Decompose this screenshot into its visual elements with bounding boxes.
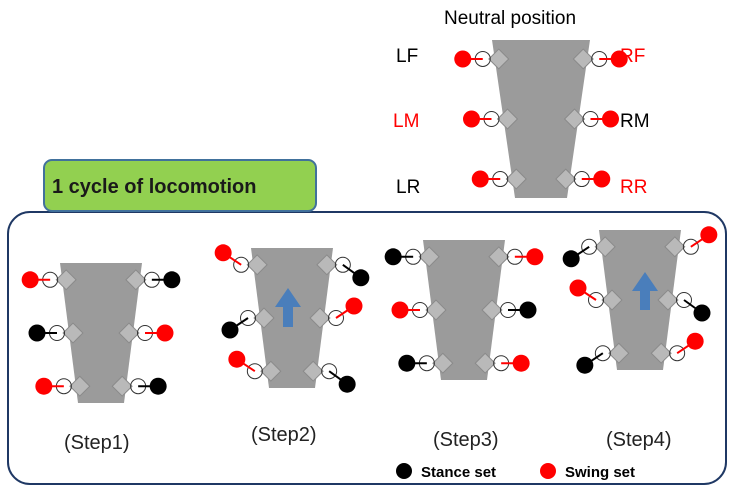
rr-foot-swing	[593, 170, 611, 188]
lf-foot-swing	[214, 244, 232, 262]
lf-foot-stance	[384, 248, 402, 266]
rm-coxa-joint	[328, 310, 344, 326]
lf-joint	[594, 236, 616, 258]
rf-joint	[572, 48, 594, 70]
rf-joint	[488, 246, 510, 268]
lf-foot-stance	[562, 250, 580, 268]
lm-foot-swing	[463, 110, 480, 128]
lm-coxa-joint	[240, 310, 256, 326]
lr-coxa-joint	[246, 363, 263, 380]
rf-coxa-joint	[334, 256, 351, 273]
lf-joint	[55, 269, 77, 291]
robot-body	[60, 263, 142, 403]
rm-foot-swing	[345, 297, 363, 315]
robot-step1	[21, 263, 181, 403]
lr-joint	[505, 168, 527, 190]
lr-foot-swing	[35, 377, 53, 395]
label-lm: LM	[393, 111, 419, 132]
rr-foot-swing	[512, 354, 530, 372]
rr-coxa-joint	[669, 345, 686, 362]
cycle-header-label: 1 cycle of locomotion	[52, 176, 256, 198]
robot-body	[492, 40, 590, 198]
rr-joint	[474, 352, 496, 374]
rm-joint	[657, 289, 679, 311]
cycle-header-box	[43, 159, 317, 212]
forward-arrow-step2	[275, 288, 301, 327]
rr-joint	[302, 360, 324, 382]
forward-arrow-step4	[632, 272, 658, 310]
rf-joint	[125, 269, 147, 291]
rm-foot-stance	[519, 301, 537, 319]
rm-foot-stance	[693, 304, 711, 322]
robot-body	[423, 240, 505, 380]
lm-joint	[62, 322, 84, 344]
lm-foot-swing	[391, 301, 409, 319]
rr-joint	[650, 342, 672, 364]
rf-foot-swing	[700, 226, 718, 244]
legend-swing-dot	[540, 463, 556, 479]
lm-foot-stance	[28, 324, 46, 342]
lm-joint	[425, 299, 447, 321]
rm-joint	[563, 108, 586, 130]
rm-joint	[481, 299, 503, 321]
lm-foot-stance	[221, 321, 239, 339]
lm-coxa-joint	[588, 292, 604, 308]
lr-joint	[260, 360, 282, 382]
rm-joint	[309, 307, 331, 329]
lm-joint	[496, 108, 519, 130]
rm-coxa-joint	[676, 292, 692, 308]
lm-joint	[253, 307, 275, 329]
rf-foot-swing	[526, 248, 544, 266]
label-lr: LR	[396, 177, 420, 198]
lf-coxa-joint	[233, 256, 250, 273]
lf-joint	[418, 246, 440, 268]
step3-label: (Step3)	[433, 429, 499, 451]
rr-foot-stance	[149, 377, 167, 395]
lr-foot-stance	[398, 354, 416, 372]
rr-joint	[111, 375, 133, 397]
neutral-title: Neutral position	[444, 8, 576, 29]
rm-joint	[118, 322, 140, 344]
lr-joint	[69, 375, 91, 397]
legend-swing-label: Swing set	[565, 464, 635, 481]
rr-coxa-joint	[321, 363, 338, 380]
label-rr: RR	[620, 177, 647, 198]
lf-joint	[246, 254, 268, 276]
rr-joint	[555, 168, 577, 190]
rf-joint	[664, 236, 686, 258]
rr-foot-stance	[338, 375, 356, 393]
label-lf: LF	[396, 46, 418, 67]
lm-foot-swing	[569, 279, 587, 297]
rm-foot-swing	[602, 110, 619, 128]
lf-foot-swing	[454, 50, 472, 68]
legend-stance-dot	[396, 463, 412, 479]
rm-foot-swing	[156, 324, 174, 342]
lr-foot-swing	[228, 350, 246, 368]
lr-coxa-joint	[594, 345, 611, 362]
lr-foot-stance	[576, 356, 594, 374]
lf-joint	[488, 48, 510, 70]
lr-joint	[432, 352, 454, 374]
lf-coxa-joint	[581, 238, 598, 255]
rr-foot-swing	[686, 332, 704, 350]
robot-step3	[384, 240, 544, 380]
step4-label: (Step4)	[606, 429, 672, 451]
step1-label: (Step1)	[64, 432, 130, 454]
lr-joint	[608, 342, 630, 364]
cycle-panel	[7, 211, 727, 485]
lm-joint	[601, 289, 623, 311]
rf-joint	[316, 254, 338, 276]
lr-foot-swing	[471, 170, 489, 188]
rf-foot-stance	[163, 271, 181, 289]
step2-label: (Step2)	[251, 424, 317, 446]
label-rm: RM	[620, 111, 650, 132]
lf-foot-swing	[21, 271, 39, 289]
rf-foot-swing	[610, 50, 628, 68]
robot-neutral-position	[454, 40, 628, 198]
rf-coxa-joint	[682, 238, 699, 255]
legend-stance-label: Stance set	[421, 464, 496, 481]
rf-foot-stance	[352, 269, 370, 287]
